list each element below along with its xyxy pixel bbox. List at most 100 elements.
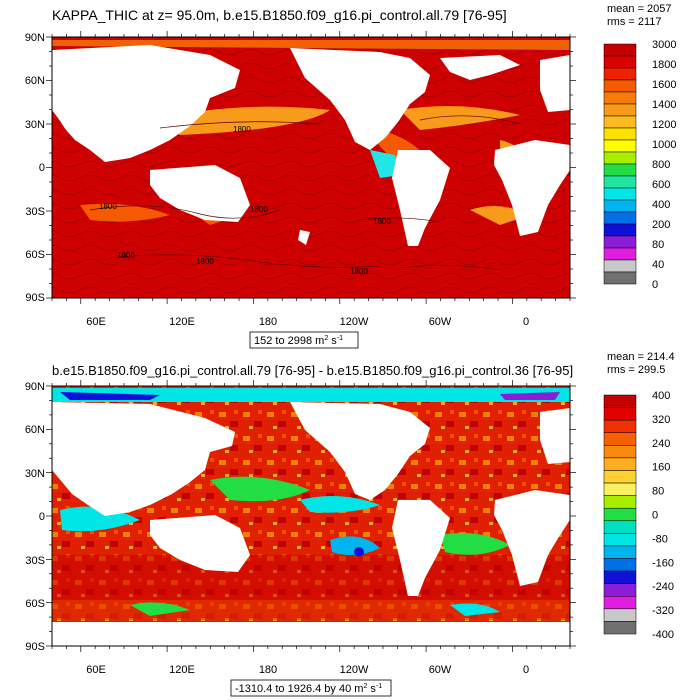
colorbar-box <box>603 419 637 433</box>
svg-text:152 to 2998 m2 s-1: 152 to 2998 m2 s-1 <box>254 335 343 347</box>
colorbar-box <box>603 55 637 69</box>
colorbar-label: 1600 <box>652 79 676 91</box>
svg-text:-1310.4 to 1926.4 by 40 m2 s-1: -1310.4 to 1926.4 by 40 m2 s-1 <box>235 683 382 695</box>
bottom-stat-mean: mean = 214.4 <box>607 351 675 363</box>
lon-label: 60E <box>86 316 106 328</box>
top-lon-labels: 60E 120E 180 120W 60W 0 <box>86 316 529 328</box>
bottom-panel: b.e15.B1850.f09_g16.pi_control.all.79 [7… <box>25 351 675 697</box>
colorbar-label: 1000 <box>652 139 676 151</box>
colorbar-box <box>603 247 637 261</box>
lon-label: 120W <box>340 316 369 328</box>
colorbar-box <box>603 163 637 177</box>
colorbar-label: 1800 <box>652 59 676 71</box>
top-map: 1800 1800 1800 1800 1800 1800 1800 <box>51 36 571 299</box>
colorbar-box <box>603 103 637 117</box>
top-range-box: 152 to 2998 m2 s-1 <box>249 331 359 349</box>
lat-label: 90N <box>25 32 45 44</box>
svg-text:1800: 1800 <box>196 257 214 266</box>
colorbar-box <box>603 457 637 471</box>
colorbar-box <box>603 545 637 559</box>
colorbar-box <box>603 407 637 421</box>
bottom-stat-rms: rms = 299.5 <box>607 364 665 376</box>
colorbar-label: -320 <box>652 605 674 617</box>
colorbar-box <box>603 271 637 285</box>
lat-label: 60N <box>25 75 45 87</box>
lat-label: 30N <box>25 468 45 480</box>
colorbar-label: 80 <box>652 486 664 498</box>
bottom-axis-ticks <box>46 380 576 652</box>
lat-label: 90S <box>25 641 45 653</box>
top-stat-mean: mean = 2057 <box>607 3 672 15</box>
colorbar-label: 0 <box>652 510 658 522</box>
colorbar-label: 80 <box>652 239 664 251</box>
bottom-map <box>51 385 571 647</box>
colorbar-label: -160 <box>652 557 674 569</box>
colorbar-box <box>603 432 637 446</box>
top-continents <box>52 45 570 246</box>
lat-label: 0 <box>39 162 45 174</box>
colorbar-label: 400 <box>652 390 670 402</box>
colorbar-label: 1400 <box>652 99 676 111</box>
colorbar-box <box>603 127 637 141</box>
colorbar-box <box>603 91 637 105</box>
lat-label: 60N <box>25 424 45 436</box>
lon-label: 0 <box>523 316 529 328</box>
lon-label: 120E <box>169 316 195 328</box>
top-contours <box>89 115 521 271</box>
colorbar-label: 1200 <box>652 119 676 131</box>
lat-label: 60S <box>25 598 45 610</box>
colorbar-box <box>603 259 637 273</box>
lat-label: 30N <box>25 119 45 131</box>
lon-label: 60E <box>86 664 106 676</box>
top-panel: KAPPA_THIC at z= 95.0m, b.e15.B1850.f09_… <box>25 3 676 349</box>
lat-label: 30S <box>25 206 45 218</box>
colorbar-box <box>603 520 637 534</box>
svg-text:1800: 1800 <box>233 125 251 134</box>
colorbar-label: 160 <box>652 462 670 474</box>
colorbar-box <box>603 470 637 484</box>
colorbar-label: 3000 <box>652 39 676 51</box>
lon-label: 60W <box>429 316 452 328</box>
colorbar-box <box>603 621 637 635</box>
colorbar-label: 240 <box>652 438 670 450</box>
colorbar-box <box>603 558 637 572</box>
svg-text:1800: 1800 <box>117 251 135 260</box>
lat-label: 90N <box>25 381 45 393</box>
bottom-lat-labels: 90N 60N 30N 0 30S 60S 90S <box>25 381 45 653</box>
colorbar-box <box>603 394 637 408</box>
colorbar-label: 200 <box>652 219 670 231</box>
lon-label: 120E <box>169 664 195 676</box>
colorbar-box <box>603 235 637 249</box>
colorbar-label: -80 <box>652 533 668 545</box>
colorbar-box <box>603 79 637 93</box>
colorbar-box <box>603 115 637 129</box>
colorbar-box <box>603 43 637 57</box>
colorbar-box <box>603 151 637 165</box>
svg-text:1800: 1800 <box>350 267 368 276</box>
bottom-colorbar: 400 320 240 160 80 0 -80 -160 -240 -320 -400 <box>603 390 674 641</box>
svg-text:1800: 1800 <box>250 205 268 214</box>
colorbar-box <box>603 445 637 459</box>
colorbar-box <box>603 67 637 81</box>
top-colorbar: 3000180016001400120010008006004002008040… <box>603 39 676 291</box>
top-lat-labels: 90N 60N 30N 0 30S 60S 90S <box>25 32 45 304</box>
colorbar-label: 40 <box>652 259 664 271</box>
colorbar-box <box>603 482 637 496</box>
lat-label: 90S <box>25 292 45 304</box>
colorbar-box <box>603 583 637 597</box>
top-stat-rms: rms = 2117 <box>607 16 662 28</box>
colorbar-box <box>603 187 637 201</box>
colorbar-box <box>603 211 637 225</box>
colorbar-box <box>603 608 637 622</box>
colorbar-label: -400 <box>652 629 674 641</box>
bottom-lon-labels: 60E 120E 180 120W 60W 0 <box>86 664 529 676</box>
top-title: KAPPA_THIC at z= 95.0m, b.e15.B1850.f09_… <box>52 7 507 23</box>
colorbar-label: -240 <box>652 581 674 593</box>
lon-label: 120W <box>340 664 369 676</box>
colorbar-box <box>603 223 637 237</box>
colorbar-label: 400 <box>652 199 670 211</box>
colorbar-box <box>603 175 637 189</box>
bottom-title: b.e15.B1850.f09_g16.pi_control.all.79 [7… <box>52 363 573 378</box>
colorbar-box <box>603 139 637 153</box>
